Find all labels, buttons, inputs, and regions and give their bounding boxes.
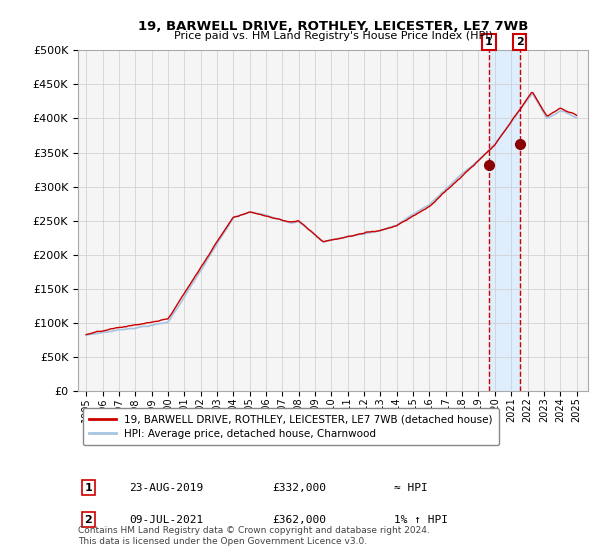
Legend: 19, BARWELL DRIVE, ROTHLEY, LEICESTER, LE7 7WB (detached house), HPI: Average pr: 19, BARWELL DRIVE, ROTHLEY, LEICESTER, L… <box>83 408 499 445</box>
Text: 2: 2 <box>85 515 92 525</box>
Text: 1: 1 <box>85 483 92 493</box>
Text: 1% ↑ HPI: 1% ↑ HPI <box>394 515 448 525</box>
Text: £332,000: £332,000 <box>272 483 326 493</box>
Text: Contains HM Land Registry data © Crown copyright and database right 2024.
This d: Contains HM Land Registry data © Crown c… <box>78 526 430 546</box>
Text: Price paid vs. HM Land Registry's House Price Index (HPI): Price paid vs. HM Land Registry's House … <box>173 31 493 41</box>
Text: 09-JUL-2021: 09-JUL-2021 <box>129 515 203 525</box>
Text: ≈ HPI: ≈ HPI <box>394 483 428 493</box>
Text: 23-AUG-2019: 23-AUG-2019 <box>129 483 203 493</box>
Text: 2: 2 <box>516 37 524 47</box>
Text: £362,000: £362,000 <box>272 515 326 525</box>
Bar <box>489 50 520 391</box>
Text: 19, BARWELL DRIVE, ROTHLEY, LEICESTER, LE7 7WB: 19, BARWELL DRIVE, ROTHLEY, LEICESTER, L… <box>138 20 528 32</box>
Text: 1: 1 <box>485 37 493 47</box>
